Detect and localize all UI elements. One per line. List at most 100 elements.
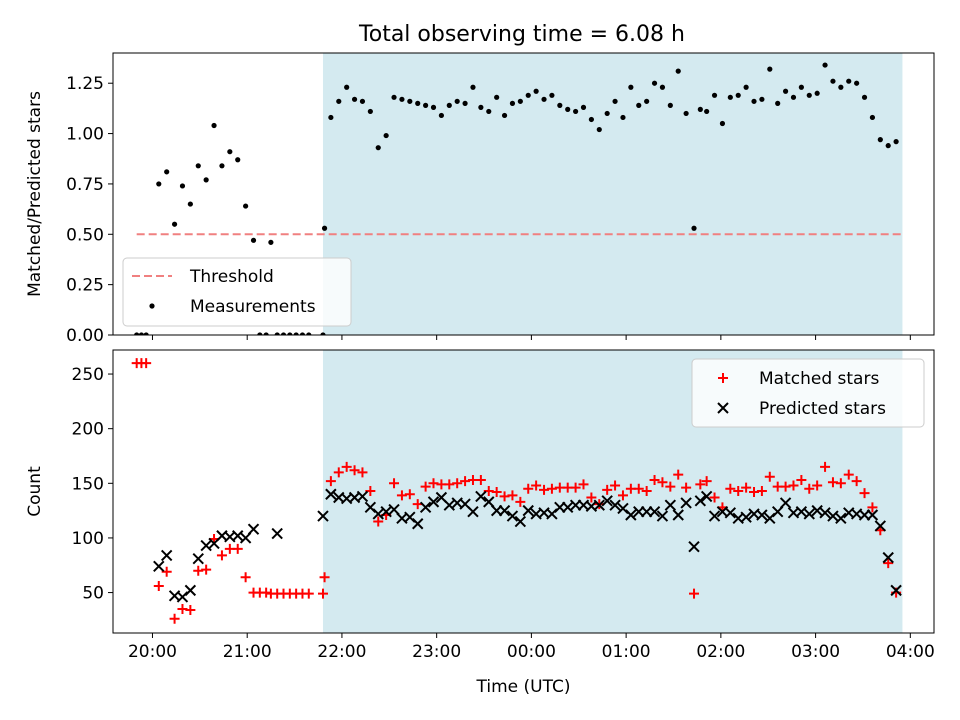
data-point [740, 511, 752, 523]
data-point [830, 78, 836, 84]
data-point [523, 483, 534, 494]
data-point [867, 502, 878, 513]
legend-label: Measurements [190, 297, 316, 317]
data-point [247, 523, 260, 535]
data-point [274, 332, 280, 335]
data-point [184, 584, 197, 597]
data-point [727, 94, 733, 100]
data-point [341, 461, 352, 472]
data-point [325, 476, 336, 487]
data-point [250, 237, 257, 243]
data-point [667, 102, 673, 108]
data-point [803, 508, 815, 520]
data-point [280, 332, 287, 335]
data-point [604, 110, 610, 117]
data-point [790, 94, 797, 100]
data-point [617, 490, 628, 501]
data-point [665, 481, 676, 492]
data-point [649, 475, 660, 486]
data-point [586, 492, 597, 503]
data-point [375, 145, 381, 151]
data-point [804, 483, 815, 494]
data-point [134, 332, 140, 335]
data-point [580, 104, 587, 110]
data-point [389, 478, 400, 489]
ratio-panel: 0.00 0.25 0.50 0.75 1.00 1.25 Matched/Predicte… [25, 52, 935, 346]
data-point [562, 501, 574, 514]
data-point [733, 485, 744, 496]
data-point [219, 163, 225, 169]
series-matched-stars [131, 358, 902, 624]
data-point [788, 480, 799, 491]
data-point [711, 92, 718, 98]
data-point [531, 480, 542, 491]
x-tick-label: 00:00 [507, 642, 556, 662]
data-point [644, 98, 650, 104]
y-tick-label: 0.50 [66, 225, 104, 245]
data-layer [134, 62, 903, 335]
data-point [367, 108, 373, 115]
data-point [756, 509, 768, 521]
data-point [596, 126, 602, 133]
data-point [419, 501, 432, 514]
data-point [141, 358, 152, 369]
y-tick-label: 0.25 [66, 276, 104, 296]
data-point [211, 122, 217, 129]
data-point [293, 332, 299, 335]
data-point [657, 477, 668, 488]
x-tick-label: 23:00 [412, 642, 461, 662]
data-point [164, 169, 170, 175]
data-point [681, 482, 692, 493]
data-point [501, 112, 508, 119]
y-tick-label: 250 [72, 365, 104, 385]
data-point [724, 507, 737, 519]
data-point [161, 566, 172, 577]
data-point [195, 163, 201, 169]
data-point [775, 100, 781, 106]
data-point [446, 102, 452, 108]
data-point [399, 96, 405, 102]
data-point [861, 94, 868, 100]
data-point [700, 490, 713, 503]
data-point [811, 504, 823, 517]
legend-label: Predicted stars [759, 399, 886, 419]
y-tick-label: 1.00 [66, 125, 104, 145]
x-tick-label: 04:00 [886, 642, 935, 662]
data-point [697, 106, 703, 112]
data-point [486, 108, 492, 115]
data-point [719, 120, 726, 127]
legend-box [122, 257, 352, 327]
x-tick-label: 22:00 [317, 642, 366, 662]
data-point [185, 605, 196, 616]
data-point [201, 564, 212, 575]
data-point [874, 520, 887, 532]
data-point [751, 98, 757, 104]
legend-predicted-swatch [717, 402, 729, 414]
data-point [271, 527, 283, 540]
data-point [648, 506, 661, 518]
data-point [192, 552, 204, 565]
data-point [467, 506, 479, 518]
x-tick-label: 01:00 [602, 642, 651, 662]
data-point [372, 508, 384, 520]
y-axis-label: Matched/Predicted stars [25, 91, 45, 297]
data-point [263, 332, 269, 335]
y-tick-label: 100 [72, 529, 104, 549]
data-point [525, 92, 531, 98]
data-point [179, 183, 186, 189]
data-point [756, 485, 767, 496]
data-point [373, 516, 384, 527]
data-point [452, 478, 463, 489]
data-point [796, 475, 807, 486]
data-point [317, 510, 329, 522]
data-point [454, 98, 460, 104]
data-point [475, 475, 486, 486]
data-point [171, 221, 178, 227]
data-point [138, 332, 145, 335]
data-point [673, 469, 684, 480]
data-point [268, 239, 274, 245]
data-point [628, 84, 634, 90]
data-point [688, 540, 700, 553]
data-point [143, 332, 149, 335]
